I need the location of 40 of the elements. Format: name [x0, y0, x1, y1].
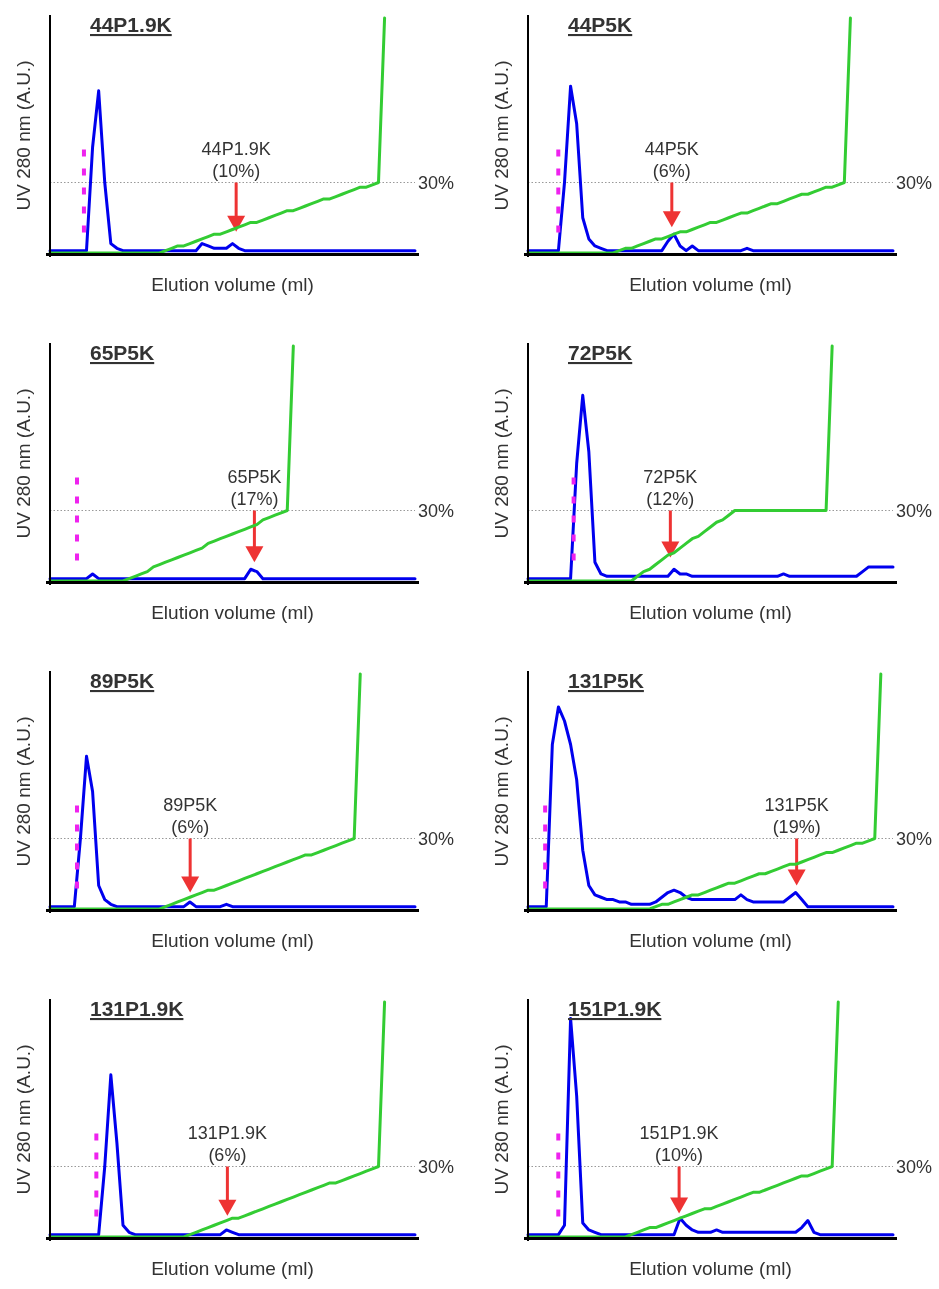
annotation: 131P1.9K (6%) — [187, 1122, 267, 1165]
annotation: 44P1.9K (10%) — [201, 138, 271, 181]
ref-line-label: 30% — [418, 500, 455, 521]
chart-title: 44P5K — [568, 13, 633, 36]
chart-title: 44P1.9K — [90, 13, 172, 36]
y-axis-title: UV 280 nm (A.U.) — [13, 388, 34, 539]
annotation: 72P5K (12%) — [643, 466, 698, 509]
y-axis-title: UV 280 nm (A.U.) — [491, 716, 512, 867]
x-axis-title: Elution volume (ml) — [151, 274, 314, 295]
x-axis-title: Elution volume (ml) — [151, 602, 314, 623]
chart-title: 89P5K — [90, 669, 155, 692]
x-axis-title: Elution volume (ml) — [629, 274, 792, 295]
x-axis-title: Elution volume (ml) — [629, 930, 792, 951]
annotation: 65P5K (17%) — [227, 466, 282, 509]
chart-title: 131P1.9K — [90, 997, 184, 1020]
y-axis-title: UV 280 nm (A.U.) — [491, 60, 512, 211]
annotation: 151P1.9K (10%) — [639, 1122, 719, 1165]
y-axis-title: UV 280 nm (A.U.) — [13, 60, 34, 211]
annotation: 44P5K (6%) — [644, 138, 699, 181]
ref-line-label: 30% — [418, 172, 455, 193]
ref-line-label: 30% — [896, 172, 933, 193]
y-axis-title: UV 280 nm (A.U.) — [491, 388, 512, 539]
x-axis-title: Elution volume (ml) — [629, 602, 792, 623]
ref-line-label: 30% — [418, 828, 455, 849]
x-axis-title: Elution volume (ml) — [151, 930, 314, 951]
y-axis-title: UV 280 nm (A.U.) — [491, 1044, 512, 1195]
annotation: 89P5K (6%) — [163, 794, 218, 837]
y-axis-title: UV 280 nm (A.U.) — [13, 716, 34, 867]
ref-line-label: 30% — [896, 828, 933, 849]
ref-line-label: 30% — [896, 500, 933, 521]
chart-title: 72P5K — [568, 341, 633, 364]
chart-title: 131P5K — [568, 669, 644, 692]
y-axis-title: UV 280 nm (A.U.) — [13, 1044, 34, 1195]
ref-line-label: 30% — [896, 1156, 933, 1177]
x-axis-title: Elution volume (ml) — [629, 1258, 792, 1279]
x-axis-title: Elution volume (ml) — [151, 1258, 314, 1279]
chart-title: 65P5K — [90, 341, 155, 364]
ref-line-label: 30% — [418, 1156, 455, 1177]
annotation: 131P5K (19%) — [764, 794, 829, 837]
chart-title: 151P1.9K — [568, 997, 662, 1020]
